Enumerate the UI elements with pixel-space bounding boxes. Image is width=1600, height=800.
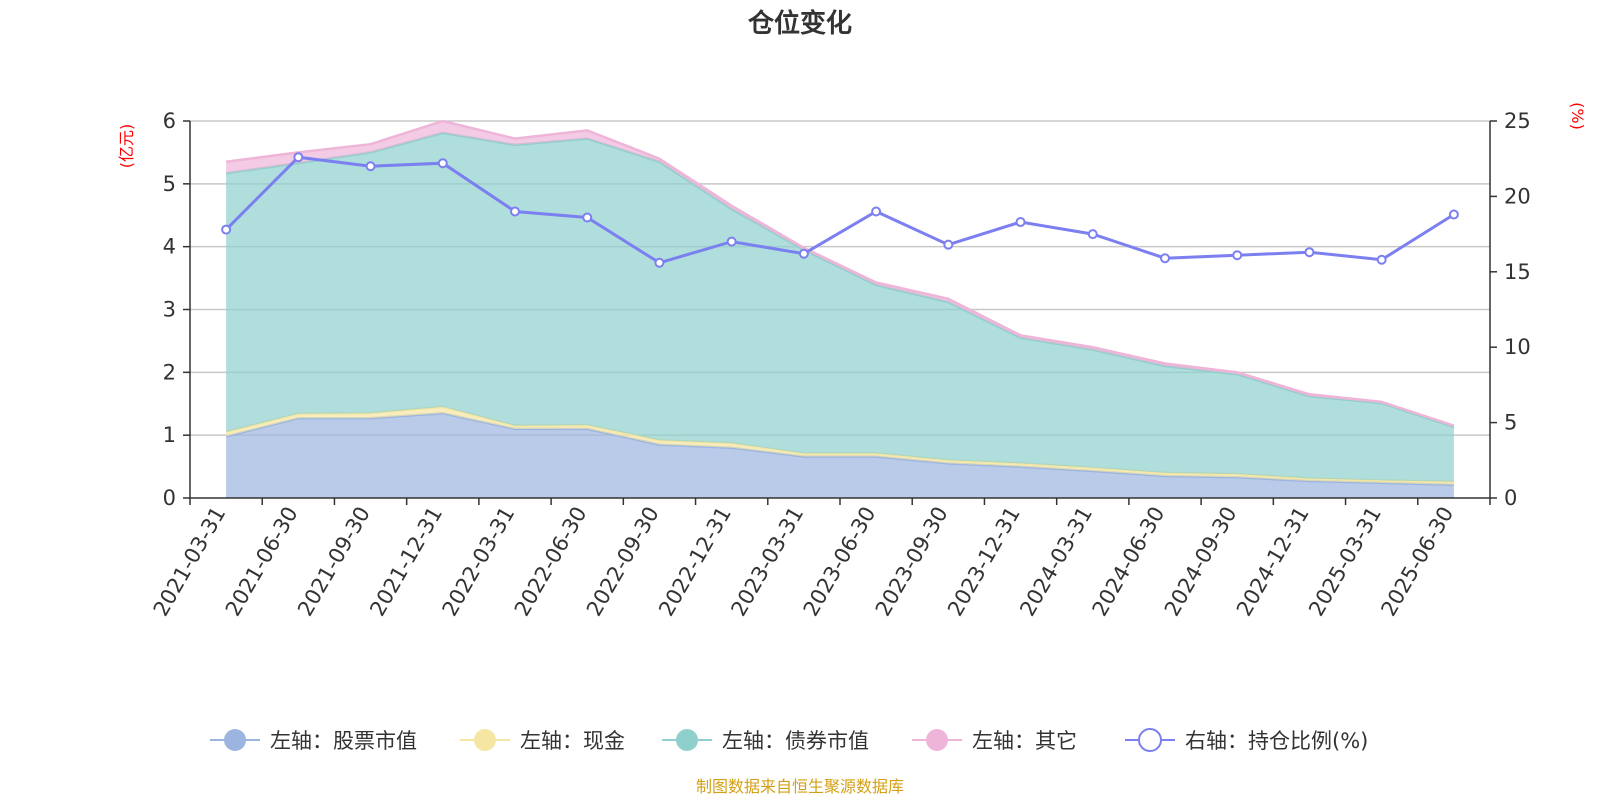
legend-marker — [676, 729, 698, 751]
x-tick-label: 2025-06-30 — [1376, 503, 1458, 621]
x-tick-label: 2022-03-31 — [438, 503, 520, 621]
left-tick-label: 0 — [163, 486, 176, 510]
holding-ratio-point — [726, 236, 737, 247]
legend-marker — [1138, 728, 1162, 752]
x-tick-label: 2022-06-30 — [510, 503, 592, 621]
x-tick-label: 2024-03-31 — [1015, 503, 1097, 621]
right-tick-label: 15 — [1504, 260, 1531, 284]
legend-label: 左轴：股票市值 — [270, 729, 417, 753]
area-左轴其它 — [226, 121, 1454, 427]
right-tick-label: 20 — [1504, 184, 1531, 208]
x-tick-label: 2023-06-30 — [799, 503, 881, 621]
holding-ratio-point — [1376, 254, 1387, 265]
holding-ratio-point — [1232, 250, 1243, 261]
holding-ratio-point — [510, 206, 520, 217]
left-tick-label: 4 — [163, 235, 176, 259]
x-tick-label: 2021-06-30 — [221, 503, 303, 621]
area-左轴债券市值 — [226, 132, 1454, 482]
legend-label: 左轴：其它 — [972, 729, 1077, 753]
left-tick-label: 3 — [163, 298, 176, 322]
right-tick-label: 10 — [1504, 335, 1531, 359]
legend-item: 左轴：债券市值 — [662, 729, 869, 753]
left-tick-label: 2 — [163, 360, 176, 384]
x-tick-label: 2021-03-31 — [149, 503, 231, 621]
legend-label: 右轴：持仓比例(%) — [1185, 729, 1368, 753]
x-tick-label: 2021-12-31 — [365, 503, 447, 621]
holding-ratio-point — [293, 152, 304, 163]
legend-marker — [474, 729, 496, 751]
holding-ratio-point — [1015, 217, 1026, 228]
data-source-note: 制图数据来自恒生聚源数据库 — [696, 777, 904, 796]
x-tick-label: 2021-09-30 — [293, 503, 375, 621]
area-edge-左轴其它 — [225, 119, 1455, 427]
x-tick-label: 2022-09-30 — [582, 503, 664, 621]
legend-item: 左轴：其它 — [912, 729, 1077, 753]
chart-title: 仓位变化 — [747, 8, 852, 39]
legend-label: 左轴：债券市值 — [722, 729, 869, 753]
holding-ratio-point — [1087, 229, 1098, 240]
line-series — [221, 152, 1459, 268]
left-axis-unit: (亿元) — [117, 124, 136, 169]
holding-ratio-point — [437, 158, 448, 169]
x-tick-label: 2024-09-30 — [1160, 503, 1242, 621]
x-tick-label: 2023-12-31 — [943, 503, 1025, 621]
x-tick-label: 2024-12-31 — [1232, 503, 1314, 621]
area-series — [225, 119, 1455, 498]
right-tick-label: 0 — [1504, 486, 1517, 510]
area-左轴股票市值 — [226, 413, 1454, 498]
holding-ratio-point — [798, 248, 809, 259]
holding-ratio-point — [1304, 247, 1315, 258]
right-tick-label: 25 — [1504, 109, 1531, 133]
legend-item: 左轴：现金 — [460, 729, 625, 753]
holding-ratio-line — [225, 155, 1455, 265]
holding-ratio-point — [871, 206, 882, 217]
x-tick-label: 2023-09-30 — [871, 502, 953, 620]
legend-item: 右轴：持仓比例(%) — [1125, 728, 1368, 753]
right-tick-label: 5 — [1504, 411, 1517, 435]
x-tick-label: 2024-06-30 — [1088, 503, 1170, 621]
holding-ratio-point — [582, 212, 593, 223]
holding-ratio-point — [1160, 253, 1170, 264]
left-tick-label: 6 — [163, 109, 176, 133]
legend-marker — [224, 729, 246, 751]
left-tick-label: 1 — [163, 423, 176, 447]
legend-label: 左轴：现金 — [520, 729, 625, 753]
x-tick-label: 2023-03-31 — [726, 503, 808, 621]
holding-ratio-point — [221, 224, 232, 235]
holding-ratio-point — [654, 257, 665, 268]
x-tick-label: 2022-12-31 — [654, 503, 736, 621]
holding-ratio-point — [365, 161, 376, 172]
left-tick-label: 5 — [163, 172, 176, 196]
legend-marker — [926, 729, 948, 751]
legend-item: 左轴：股票市值 — [210, 729, 417, 753]
holding-ratio-point — [943, 239, 954, 250]
holding-ratio-point — [1448, 209, 1459, 220]
legend: 左轴：股票市值 左轴：现金 左轴：债券市值 左轴：其它 右轴：持仓比例(%) — [210, 728, 1368, 753]
x-tick-label: 2025-03-31 — [1304, 503, 1386, 621]
right-axis-unit: (%) — [1568, 102, 1587, 130]
